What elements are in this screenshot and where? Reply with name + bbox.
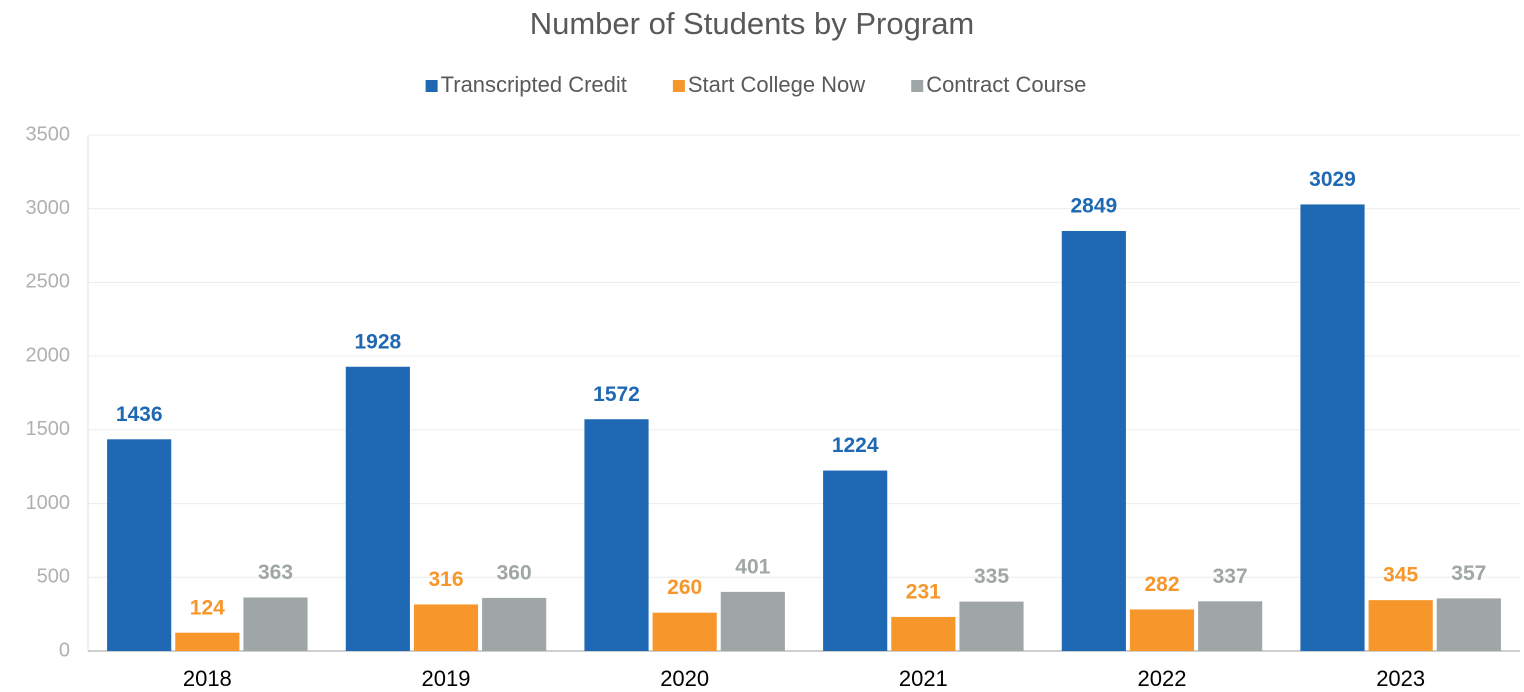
bar — [584, 419, 649, 651]
data-label: 260 — [667, 576, 702, 599]
bar — [1436, 598, 1501, 651]
data-label: 2849 — [1070, 195, 1117, 218]
legend-label: Start College Now — [688, 72, 865, 97]
bar — [823, 470, 888, 651]
data-label: 316 — [428, 568, 463, 591]
data-label: 1224 — [832, 434, 879, 457]
data-label: 231 — [906, 580, 941, 603]
y-tick-label: 0 — [59, 639, 70, 661]
y-tick-label: 2000 — [26, 344, 71, 366]
x-tick-label: 2019 — [422, 666, 471, 691]
bar — [345, 366, 410, 651]
data-label: 335 — [974, 565, 1009, 588]
bar — [891, 616, 956, 651]
legend-label: Transcripted Credit — [441, 72, 627, 97]
y-tick-label: 1000 — [26, 492, 71, 514]
bar — [1061, 230, 1126, 651]
bar — [1129, 609, 1195, 651]
y-tick-label: 3000 — [26, 197, 71, 219]
x-tick-label: 2022 — [1138, 666, 1187, 691]
legend-label: Contract Course — [926, 72, 1086, 97]
data-label: 1928 — [354, 330, 401, 353]
data-label: 282 — [1144, 573, 1179, 596]
legend-marker — [425, 80, 438, 92]
data-label: 360 — [497, 561, 532, 584]
bar — [107, 439, 172, 651]
x-tick-label: 2023 — [1376, 666, 1425, 691]
data-label: 345 — [1383, 564, 1418, 587]
bar — [482, 597, 547, 651]
x-tick-label: 2020 — [660, 666, 709, 691]
bar — [1368, 600, 1433, 651]
y-tick-label: 500 — [37, 566, 70, 588]
data-label: 363 — [258, 561, 293, 584]
data-label: 1572 — [593, 383, 640, 406]
data-label: 1436 — [116, 403, 163, 426]
y-tick-label: 3500 — [26, 123, 71, 145]
chart-title: Number of Students by Program — [530, 6, 975, 41]
data-label: 401 — [735, 555, 770, 578]
bar — [1300, 204, 1365, 652]
data-label: 337 — [1213, 565, 1248, 588]
legend-marker — [672, 80, 685, 92]
bar — [959, 601, 1024, 651]
y-tick-label: 2500 — [26, 271, 71, 293]
legend-marker — [911, 80, 924, 92]
data-label: 124 — [190, 596, 225, 619]
bar — [175, 632, 240, 651]
bar — [652, 612, 717, 651]
x-tick-label: 2021 — [899, 666, 948, 691]
bar — [720, 591, 785, 651]
y-tick-label: 1500 — [26, 418, 71, 440]
data-label: 357 — [1451, 562, 1486, 585]
data-label: 3029 — [1309, 168, 1356, 191]
x-tick-label: 2018 — [183, 666, 232, 691]
bar — [413, 604, 479, 651]
bar — [1198, 601, 1263, 651]
bar — [243, 597, 308, 651]
